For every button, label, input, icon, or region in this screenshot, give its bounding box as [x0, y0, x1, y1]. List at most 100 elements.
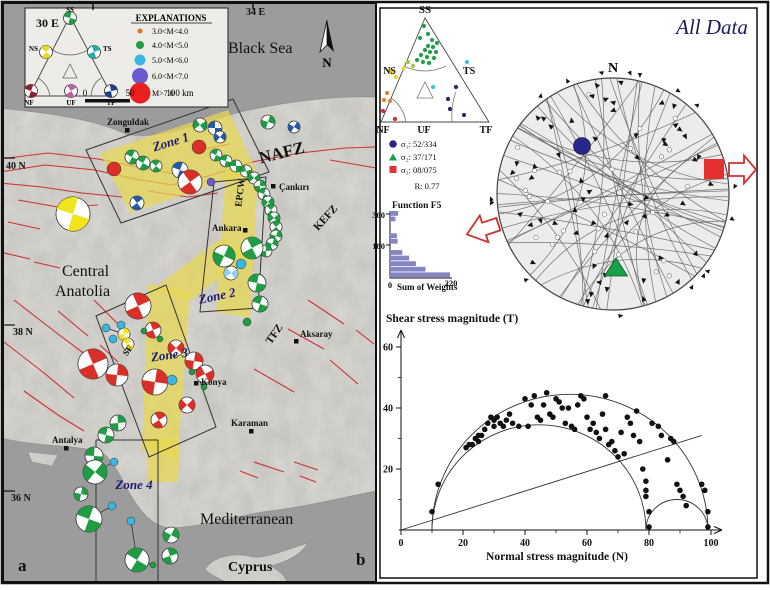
- panel-a-map: 30 E SS NS TS NF UF TF EXPLANATIONS 3.0<…: [3, 3, 376, 582]
- event-dot: [242, 317, 252, 327]
- mohr-data-point: [658, 432, 665, 439]
- mohr-data-point: [525, 423, 531, 430]
- stereonet-rim-mark: [637, 72, 643, 78]
- stereonet-arc: [559, 136, 715, 298]
- stereonet-slip-arrow: [594, 82, 601, 89]
- city-name-label: Karaman: [231, 418, 268, 428]
- legend-items-group: 3.0<M<4.0 4.0<M<5.0 5.0<M<6.0 6.0<M<7.0 …: [129, 27, 188, 104]
- beachball-quadrants: [268, 213, 280, 223]
- stereonet-slip-arrow: [552, 220, 559, 225]
- ternary-tf-label: TF: [480, 125, 493, 136]
- stereonet-rim-mark: [566, 78, 571, 84]
- zone-name-label: Zone 4: [114, 477, 153, 492]
- cyprus-label: Cyprus: [228, 560, 273, 575]
- beachball-quadrants: [63, 11, 77, 25]
- histogram-bar: [390, 211, 399, 216]
- mohr-y-tick-label: 20: [383, 465, 393, 476]
- beachball-quadrants: [288, 121, 300, 133]
- event-dot: [200, 383, 208, 391]
- stereonet-pole-dot: [560, 228, 566, 234]
- land-relief: [3, 96, 376, 582]
- mohr-data-point: [522, 396, 528, 402]
- ternary-point: [422, 47, 428, 53]
- mohr-data-point: [540, 402, 547, 408]
- cyprus-island: [204, 542, 309, 582]
- beachball-quadrants: [193, 119, 207, 131]
- stereonet-slip-arrow: [692, 250, 698, 257]
- stereonet-arc: [550, 95, 648, 305]
- beachball: [161, 547, 179, 565]
- mohr-data-point: [630, 432, 637, 439]
- legend-item-label: 3.0<M<4.0: [152, 27, 188, 36]
- beachball: [251, 295, 269, 313]
- stereonet-slip-arrow: [548, 124, 555, 130]
- mohr-data-point: [602, 426, 609, 433]
- ternary-point: [417, 35, 423, 41]
- beachball-quadrants: [136, 156, 150, 170]
- mohr-data-point: [624, 414, 631, 420]
- fault-line: [57, 310, 89, 337]
- stereonet-arc: [507, 242, 712, 257]
- mohr-data-point: [615, 454, 621, 460]
- beachball-quadrants: [56, 197, 90, 231]
- ternary-point: [461, 112, 467, 118]
- fault-line: [329, 359, 359, 385]
- ternary-point: [387, 98, 393, 104]
- zone-name-label: Zone 3: [149, 344, 189, 364]
- beachball-quadrants: [126, 548, 148, 572]
- beachball-quadrants: [118, 328, 130, 340]
- stereonet-pole-dot: [666, 273, 672, 279]
- stereonet-arc: [577, 220, 726, 305]
- lat-38-label: 38 N: [13, 327, 34, 338]
- yellow-zone-band: [146, 438, 180, 482]
- beachball: [121, 337, 135, 351]
- city-name-label: Çankırı: [279, 182, 310, 192]
- stereonet-pole-dot: [527, 193, 533, 199]
- stereonet-pole-dot: [545, 199, 551, 205]
- mohr-data-point: [584, 414, 590, 420]
- city-name-label: Ankara: [212, 223, 242, 233]
- mohr-data-point: [627, 420, 634, 427]
- city-marker: [249, 429, 254, 434]
- stereonet-slip-arrow: [602, 97, 609, 103]
- legend-ns-label: NS: [29, 45, 38, 53]
- fault-line: [23, 390, 85, 432]
- ternary-point: [420, 59, 426, 65]
- stereonet-pole-dot: [616, 252, 622, 258]
- beachball: [239, 164, 253, 178]
- mohr-data-point: [599, 411, 606, 417]
- stereonet-rim-mark: [598, 71, 604, 76]
- stereonet-pole-dot: [661, 258, 667, 264]
- mohr-data-point: [559, 405, 565, 411]
- mohr-xlabel: Normal stress magnitude (N): [486, 551, 628, 563]
- beachball-quadrants: [98, 427, 114, 443]
- lon-30-label: 30 E: [36, 16, 59, 30]
- event-dot: [109, 457, 119, 467]
- legend-frame: [24, 7, 229, 108]
- beachball-quadrants: [224, 267, 238, 279]
- ternary-point: [431, 55, 437, 61]
- mohr-data-point: [646, 524, 652, 530]
- extension-arrow-right: [728, 153, 758, 186]
- histogram-bar: [390, 238, 398, 244]
- histogram-bar: [390, 266, 426, 272]
- ternary-point: [445, 96, 451, 102]
- stereonet-arc: [595, 79, 645, 306]
- mohr-data-point: [429, 508, 435, 515]
- stereonet-rim-mark: [489, 196, 494, 202]
- mohr-data-point: [500, 423, 507, 430]
- mohr-data-point: [503, 417, 510, 424]
- beachball-quadrants: [125, 150, 139, 164]
- mohr-ylabel: Shear stress magnitude (T): [386, 313, 518, 325]
- stereonet-pole-dot: [658, 154, 664, 160]
- scale-fifty: 50: [126, 88, 136, 98]
- scale-bar: 0 50 100 km: [83, 88, 194, 103]
- stereonet-pole-dot: [532, 167, 538, 173]
- beachball-quadrants: [260, 245, 272, 257]
- stereonet-arc: [517, 127, 729, 180]
- stereonet-pole-dot: [592, 249, 598, 255]
- beachball: [39, 45, 53, 59]
- stereonet-slip-arrow: [672, 123, 679, 129]
- ternary-point: [410, 63, 416, 69]
- beachball-quadrants: [142, 369, 168, 395]
